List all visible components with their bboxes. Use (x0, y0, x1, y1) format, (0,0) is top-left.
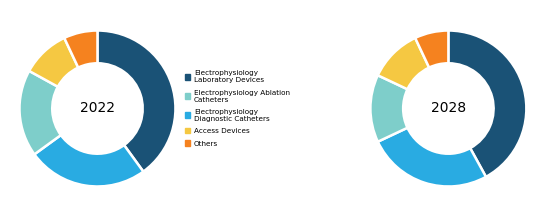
Wedge shape (64, 31, 97, 67)
Text: 2028: 2028 (431, 102, 466, 115)
Wedge shape (19, 71, 61, 154)
Text: 2022: 2022 (80, 102, 115, 115)
Wedge shape (378, 38, 429, 89)
Wedge shape (378, 128, 486, 186)
Legend: Electrophysiology
Laboratory Devices, Electrophysiology Ablation
Catheters, Elec: Electrophysiology Laboratory Devices, El… (184, 71, 290, 146)
Wedge shape (448, 31, 526, 177)
Wedge shape (29, 38, 78, 87)
Wedge shape (370, 75, 408, 142)
Wedge shape (97, 31, 175, 172)
Wedge shape (415, 31, 448, 67)
Wedge shape (35, 135, 143, 186)
